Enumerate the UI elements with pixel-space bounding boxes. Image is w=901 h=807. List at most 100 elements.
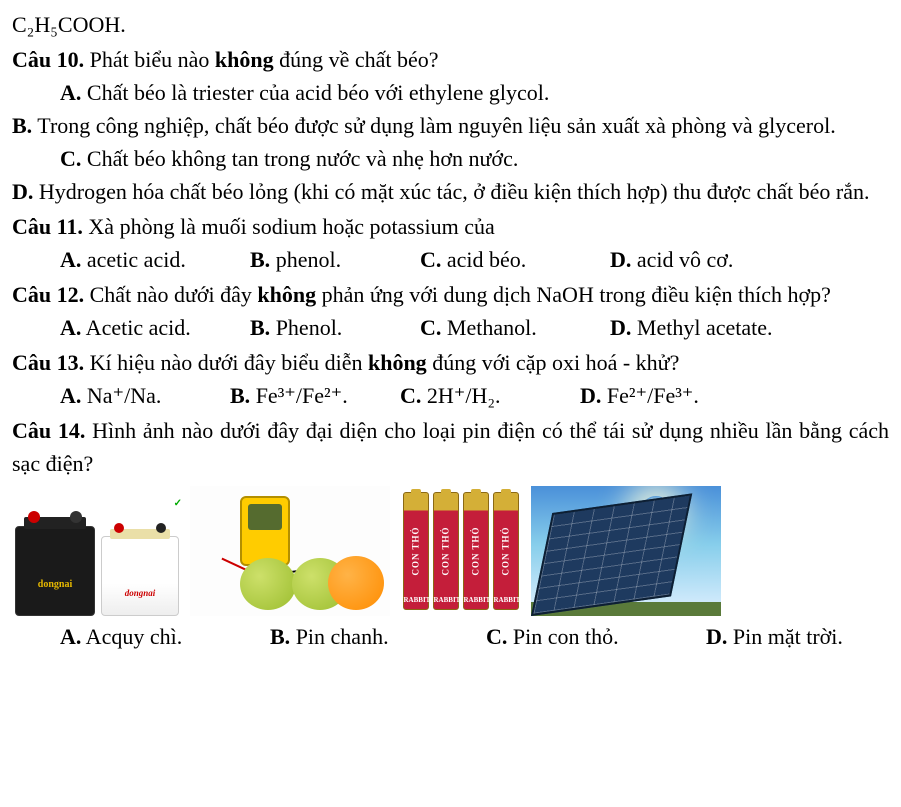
q14: Câu 14. Hình ảnh nào dưới đây đại diện c… (12, 414, 889, 653)
q13-B: B. Fe³⁺/Fe²⁺. (230, 379, 400, 412)
q14-head: Câu 14. Hình ảnh nào dưới đây đại diện c… (12, 414, 889, 480)
q11-B-txt: phenol. (270, 247, 341, 272)
q13-C-lab: C. (400, 383, 421, 408)
battery-brand: RABBIT (464, 595, 488, 606)
q12-head: Câu 12. Chất nào dưới đây không phản ứng… (12, 278, 889, 311)
battery-brand: RABBIT (494, 595, 518, 606)
q10-optD: D. Hydrogen hóa chất béo lỏng (khi có mặ… (60, 175, 889, 208)
brand-label-2: dongnai (102, 587, 178, 601)
q10-num: Câu 10. (12, 47, 84, 72)
q12-A: A. Acetic acid. (60, 311, 250, 344)
q11-num: Câu 11. (12, 214, 83, 239)
q14-A-txt: Acquy chì. (81, 624, 182, 649)
q10-B-txt: Trong công nghiệp, chất béo được sử dụng… (32, 113, 836, 138)
q10-D-txt: Hydrogen hóa chất béo lỏng (khi có mặt x… (33, 179, 869, 204)
q13-A: A. Na⁺/Na. (60, 379, 230, 412)
q12-D-lab: D. (610, 315, 631, 340)
image-rabbit-battery: CON THỎ RABBIT CON THỎ RABBIT CON THỎ RABBI… (398, 486, 523, 616)
q10-optC: C. Chất béo không tan trong nước và nhẹ … (12, 142, 889, 175)
q10: Câu 10. Phát biểu nào không đúng về chất… (12, 43, 889, 208)
q11-B: B. phenol. (250, 243, 420, 276)
q10-C-txt: Chất béo không tan trong nước và nhẹ hơn… (81, 146, 518, 171)
q10-optA: A. Chất béo là triester của acid béo với… (12, 76, 889, 109)
q13-B-txt: Fe³⁺/Fe²⁺. (250, 383, 348, 408)
q12-B-txt: Phenol. (270, 315, 342, 340)
battery-text: CON THỎ (469, 526, 483, 575)
battery-black-icon: dongnai (15, 526, 95, 616)
q14-A: A. Acquy chì. (60, 620, 270, 653)
q11-A-lab: A. (60, 247, 81, 272)
q14-B-lab: B. (270, 624, 290, 649)
q13-A-txt: Na⁺/Na. (81, 383, 161, 408)
q14-D: D. Pin mặt trời. (706, 620, 843, 653)
q12-D-txt: Methyl acetate. (631, 315, 772, 340)
q13-D-lab: D. (580, 383, 601, 408)
q14-images: ✓ dongnai dongnai CON THỎ RABBIT CON THỎ R… (12, 486, 889, 616)
q14-t: Hình ảnh nào dưới đây đại diện cho loại … (12, 418, 889, 476)
logo-icon: ✓ (174, 496, 182, 511)
q13: Câu 13. Kí hiệu nào dưới đây biểu diễn k… (12, 346, 889, 412)
image-lemon-battery (190, 486, 390, 616)
brand-label-1: dongnai (16, 577, 94, 592)
q12-C: C. Methanol. (420, 311, 610, 344)
q12-A-lab: A. (60, 315, 81, 340)
q10-A-lab: A. (60, 80, 81, 105)
q12-C-lab: C. (420, 315, 441, 340)
q11-C: C. acid béo. (420, 243, 610, 276)
q13-opts: A. Na⁺/Na. B. Fe³⁺/Fe²⁺. C. 2H⁺/H₂. D. F… (12, 379, 889, 412)
q14-D-lab: D. (706, 624, 727, 649)
q13-C: C. 2H⁺/H₂. (400, 379, 580, 412)
q10-C-lab: C. (60, 146, 81, 171)
q12-t2: phản ứng với dung dịch NaOH trong điều k… (316, 282, 831, 307)
q12-A-txt: Acetic acid. (81, 315, 190, 340)
q14-C-txt: Pin con thỏ. (507, 624, 618, 649)
image-solar-panel (531, 486, 721, 616)
q11: Câu 11. Xà phòng là muối sodium hoặc pot… (12, 210, 889, 276)
q11-D-lab: D. (610, 247, 631, 272)
q12-num: Câu 12. (12, 282, 84, 307)
q14-C-lab: C. (486, 624, 507, 649)
q11-head: Câu 11. Xà phòng là muối sodium hoặc pot… (12, 210, 889, 243)
battery-text: CON THỎ (439, 526, 453, 575)
q11-B-lab: B. (250, 247, 270, 272)
aa-battery-icon: CON THỎRABBIT (433, 492, 459, 610)
multimeter-icon (240, 496, 290, 566)
q14-D-txt: Pin mặt trời. (727, 624, 843, 649)
q13-head: Câu 13. Kí hiệu nào dưới đây biểu diễn k… (12, 346, 889, 379)
q13-D-txt: Fe²⁺/Fe³⁺. (601, 383, 699, 408)
q14-opts: A. Acquy chì. B. Pin chanh. C. Pin con t… (12, 620, 889, 653)
q13-C-txt: 2H⁺/H₂. (421, 383, 500, 408)
image-acquy: ✓ dongnai dongnai (12, 496, 182, 616)
q12: Câu 12. Chất nào dưới đây không phản ứng… (12, 278, 889, 344)
battery-white-icon: dongnai (101, 536, 179, 616)
q13-D: D. Fe²⁺/Fe³⁺. (580, 379, 699, 412)
q10-D-lab: D. (12, 179, 33, 204)
q13-A-lab: A. (60, 383, 81, 408)
battery-text: CON THỎ (499, 526, 513, 575)
q14-C: C. Pin con thỏ. (486, 620, 706, 653)
q11-C-txt: acid béo. (441, 247, 526, 272)
q10-A-txt: Chất béo là triester của acid béo với et… (81, 80, 549, 105)
aa-battery-icon: CON THỎRABBIT (403, 492, 429, 610)
aa-battery-icon: CON THỎ RABBIT (493, 492, 519, 610)
q11-D-txt: acid vô cơ. (631, 247, 733, 272)
q14-B-txt: Pin chanh. (290, 624, 388, 649)
q11-A: A. acetic acid. (60, 243, 250, 276)
q12-D: D. Methyl acetate. (610, 311, 773, 344)
q13-num: Câu 13. (12, 350, 84, 375)
q12-t1: Chất nào dưới đây (84, 282, 257, 307)
q11-A-txt: acetic acid. (81, 247, 185, 272)
orange-icon (328, 556, 384, 610)
q10-t1: Phát biểu nào (84, 47, 215, 72)
solar-panel-icon (531, 493, 692, 616)
q13-bold: không (368, 350, 427, 375)
q10-optB: B. Trong công nghiệp, chất béo được sử d… (60, 109, 889, 142)
q11-C-lab: C. (420, 247, 441, 272)
q10-bold: không (215, 47, 274, 72)
q12-C-txt: Methanol. (441, 315, 536, 340)
q11-t: Xà phòng là muối sodium hoặc potassium c… (83, 214, 495, 239)
q14-B: B. Pin chanh. (270, 620, 486, 653)
battery-brand: RABBIT (404, 595, 428, 606)
cutoff-line: C₂H₅COOH. (12, 8, 889, 41)
q10-t2: đúng về chất béo? (274, 47, 439, 72)
